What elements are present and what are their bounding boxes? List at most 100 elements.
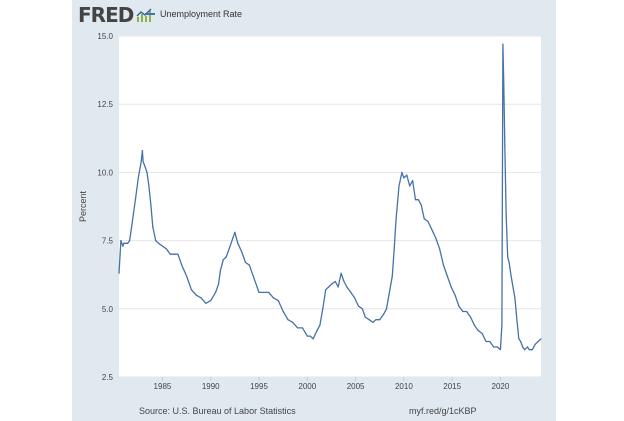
data-point — [225, 256, 227, 258]
data-point — [282, 310, 284, 313]
data-point — [401, 171, 403, 173]
data-point — [173, 253, 175, 255]
data-point — [141, 150, 143, 152]
x-tick-label: 2015 — [443, 382, 461, 391]
data-point — [383, 313, 385, 315]
data-point — [350, 291, 352, 293]
data-point — [528, 349, 530, 351]
data-point — [306, 335, 308, 337]
data-point — [481, 332, 483, 334]
short-url-link[interactable]: myf.red/g/1cKBP — [409, 406, 477, 416]
data-point — [462, 310, 464, 313]
logo-text: FRED — [78, 3, 134, 27]
chart-legend[interactable]: Unemployment Rate — [145, 9, 242, 19]
data-point — [417, 199, 419, 201]
data-point — [155, 240, 157, 242]
data-point — [287, 319, 289, 321]
fred-logo[interactable]: FRED — [78, 3, 153, 27]
data-point — [232, 237, 234, 239]
data-point — [540, 338, 542, 340]
data-point — [477, 330, 479, 332]
data-point — [357, 305, 360, 307]
data-point — [217, 283, 220, 285]
data-point — [375, 319, 377, 321]
x-tick-label: 1995 — [250, 382, 268, 391]
data-point — [200, 297, 202, 299]
chart-svg: 2.5 5.0 7.5 10.0 12.5 15.0 1985 1990 1995 2000 20… — [78, 32, 542, 391]
data-point — [215, 291, 217, 293]
data-point — [268, 291, 270, 293]
data-point — [134, 199, 136, 201]
data-point — [140, 160, 142, 163]
data-point — [122, 245, 124, 247]
data-point — [520, 340, 522, 343]
x-tick-label: 1990 — [202, 382, 220, 391]
data-point — [346, 286, 348, 288]
data-point — [526, 346, 529, 348]
data-point — [398, 185, 400, 187]
data-point — [496, 346, 499, 348]
x-tick-label: 2005 — [347, 382, 365, 391]
data-point — [343, 280, 345, 283]
data-point — [503, 84, 505, 86]
data-point — [531, 349, 533, 351]
data-point — [190, 289, 192, 291]
data-point — [248, 264, 250, 266]
data-point — [186, 275, 188, 277]
data-point — [391, 275, 393, 277]
data-point — [120, 240, 122, 242]
data-point — [516, 319, 518, 321]
data-point — [253, 278, 255, 280]
x-tick-label: 2020 — [492, 382, 510, 391]
data-point — [123, 242, 125, 244]
data-point — [442, 264, 445, 266]
data-point — [297, 327, 299, 329]
data-point — [514, 297, 516, 299]
data-point — [241, 250, 243, 253]
data-point — [277, 300, 279, 302]
data-point — [158, 242, 160, 244]
series-line-unemployment-rate[interactable] — [118, 43, 542, 351]
data-point — [234, 231, 236, 233]
data-point — [420, 204, 422, 206]
data-point — [534, 343, 536, 345]
data-point — [152, 226, 154, 228]
x-tick-label: 1985 — [154, 382, 172, 391]
data-point — [165, 248, 167, 250]
data-point — [325, 289, 327, 291]
data-point — [237, 242, 239, 244]
legend-label: Unemployment Rate — [160, 9, 243, 19]
data-point — [379, 319, 381, 321]
data-point — [146, 171, 148, 173]
data-point — [328, 286, 330, 288]
data-point — [125, 242, 127, 244]
data-point — [501, 324, 503, 326]
data-point — [222, 259, 224, 261]
data-point — [272, 297, 275, 299]
data-point — [372, 321, 374, 323]
data-point — [493, 346, 495, 348]
y-axis-ticks: 2.5 5.0 7.5 10.0 12.5 15.0 — [97, 32, 113, 382]
data-point — [504, 144, 506, 146]
data-point — [395, 218, 397, 220]
data-point — [508, 261, 510, 263]
data-point — [361, 308, 363, 310]
data-point — [414, 199, 417, 201]
y-tick-label: 12.5 — [97, 100, 113, 109]
x-axis-ticks: 1985 1990 1995 2000 2005 2010 2015 2020 — [154, 377, 510, 391]
data-point — [309, 335, 311, 337]
data-point — [118, 272, 120, 274]
data-point — [466, 310, 468, 313]
data-point — [181, 264, 183, 266]
data-point — [150, 204, 152, 206]
data-point — [258, 291, 260, 293]
x-tick-label: 2010 — [395, 382, 413, 391]
data-point — [195, 294, 197, 296]
y-tick-label: 2.5 — [102, 373, 114, 382]
data-point — [368, 319, 370, 321]
data-point — [524, 349, 526, 351]
data-point — [446, 275, 448, 277]
data-point — [505, 215, 507, 217]
data-point — [409, 185, 411, 187]
data-point — [301, 327, 304, 329]
